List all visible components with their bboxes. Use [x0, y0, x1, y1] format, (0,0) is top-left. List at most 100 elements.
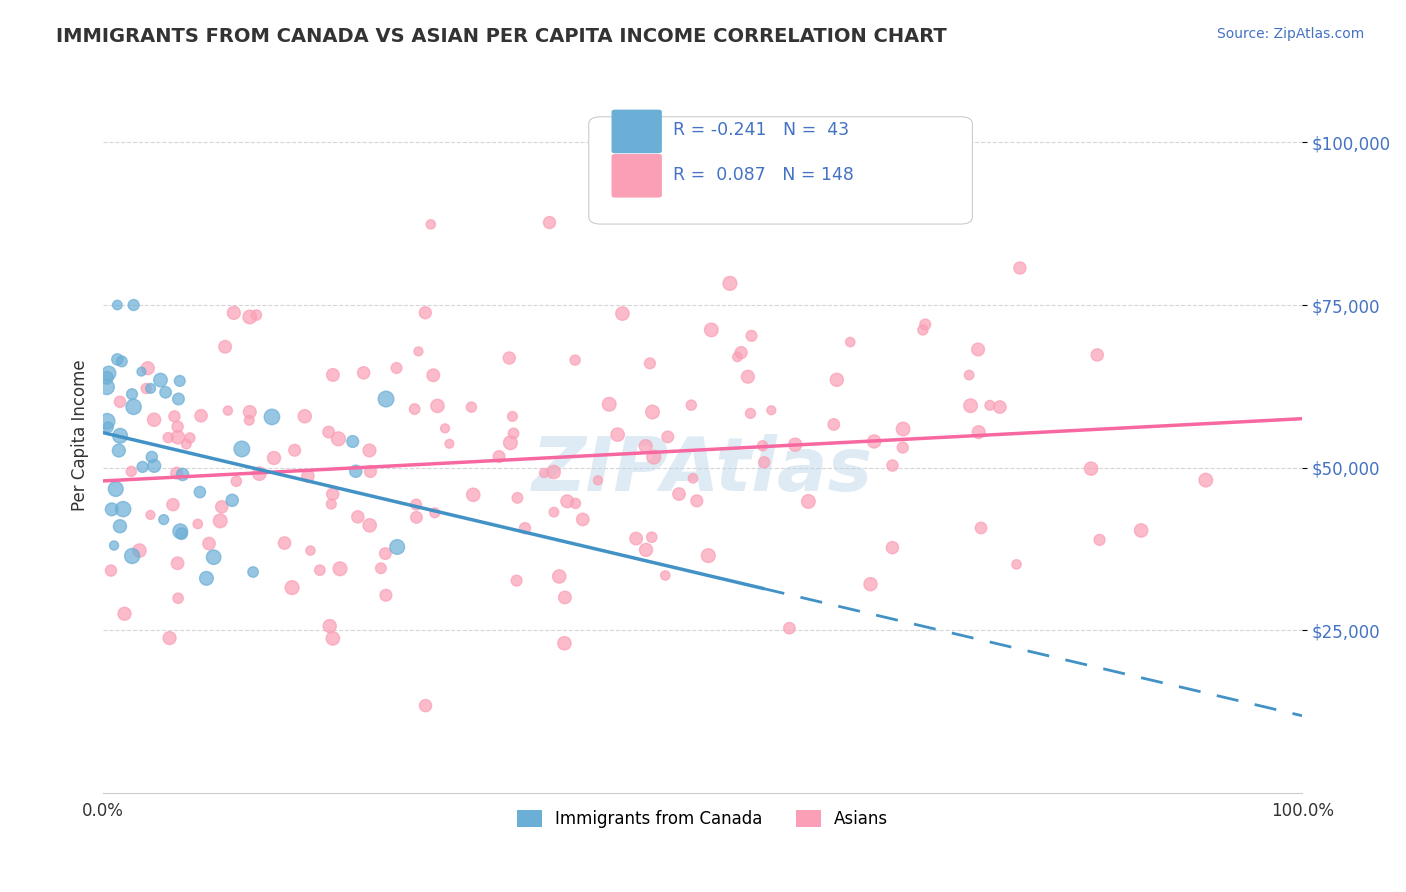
Point [839, 334, 862, 349]
Point [321, 497, 343, 511]
Legend: Immigrants from Canada, Asians: Immigrants from Canada, Asians [510, 803, 896, 834]
Point [370, 561, 392, 575]
Point [222, 306, 245, 320]
Point [737, 369, 759, 384]
Point [169, 524, 191, 539]
Point [564, 496, 586, 510]
Point [1195, 473, 1218, 487]
Point [434, 421, 457, 435]
Point [697, 549, 720, 563]
Point [891, 441, 914, 455]
Point [294, 409, 316, 424]
Point [135, 382, 157, 396]
Point [498, 351, 520, 365]
Point [97, 420, 120, 434]
Point [375, 392, 398, 406]
Point [718, 277, 741, 291]
Point [322, 368, 344, 382]
Point [823, 417, 845, 432]
Point [319, 619, 342, 633]
Point [97, 366, 120, 380]
Point [606, 427, 628, 442]
Point [405, 510, 427, 524]
Point [1085, 348, 1108, 362]
Point [108, 394, 131, 409]
Point [190, 409, 212, 423]
Point [571, 512, 593, 526]
Point [404, 402, 426, 417]
Point [502, 426, 524, 441]
Point [260, 409, 283, 424]
Point [863, 434, 886, 449]
Point [785, 438, 807, 452]
Point [155, 385, 177, 400]
Point [202, 550, 225, 565]
Point [914, 318, 936, 332]
Point [131, 459, 153, 474]
Point [121, 387, 143, 401]
Point [654, 568, 676, 582]
Point [221, 493, 243, 508]
Point [284, 443, 307, 458]
Point [96, 414, 118, 428]
Point [281, 581, 304, 595]
FancyBboxPatch shape [612, 110, 662, 153]
Point [751, 439, 773, 453]
Point [700, 323, 723, 337]
Text: R =  0.087   N = 148: R = 0.087 N = 148 [672, 167, 853, 185]
Point [100, 564, 122, 578]
Point [139, 381, 162, 395]
Point [308, 563, 330, 577]
Point [170, 526, 193, 541]
Point [967, 343, 990, 357]
Point [548, 569, 571, 583]
Point [299, 543, 322, 558]
Y-axis label: Per Capita Income: Per Capita Income [72, 359, 89, 511]
Point [533, 466, 555, 480]
Point [419, 218, 441, 232]
Point [638, 356, 661, 370]
Point [239, 310, 262, 324]
Point [891, 422, 914, 436]
Point [911, 323, 934, 337]
Point [162, 498, 184, 512]
Point [217, 403, 239, 417]
FancyBboxPatch shape [589, 117, 973, 224]
Point [104, 482, 127, 496]
Point [408, 344, 430, 359]
Point [167, 591, 190, 606]
Point [187, 516, 209, 531]
Point [238, 413, 260, 427]
Point [198, 536, 221, 550]
Point [96, 370, 118, 384]
Point [120, 464, 142, 478]
Point [141, 450, 163, 464]
Point [149, 373, 172, 387]
Point [825, 373, 848, 387]
Point [374, 547, 396, 561]
Point [342, 434, 364, 449]
Point [318, 425, 340, 439]
Point [96, 380, 118, 394]
Point [1088, 533, 1111, 547]
Point [501, 409, 523, 424]
Point [415, 698, 437, 713]
Point [460, 400, 482, 414]
Point [166, 556, 188, 570]
Point [297, 469, 319, 483]
Point [543, 465, 565, 479]
Point [322, 632, 344, 646]
Point [167, 430, 190, 444]
Point [554, 591, 576, 605]
Point [643, 450, 665, 464]
Point [100, 502, 122, 516]
Point [105, 298, 128, 312]
Point [209, 514, 232, 528]
Point [247, 467, 270, 481]
Point [121, 549, 143, 563]
Text: ZIPAtlas: ZIPAtlas [531, 434, 873, 508]
Point [405, 498, 427, 512]
Point [752, 455, 775, 469]
Point [624, 532, 647, 546]
Point [513, 521, 536, 535]
